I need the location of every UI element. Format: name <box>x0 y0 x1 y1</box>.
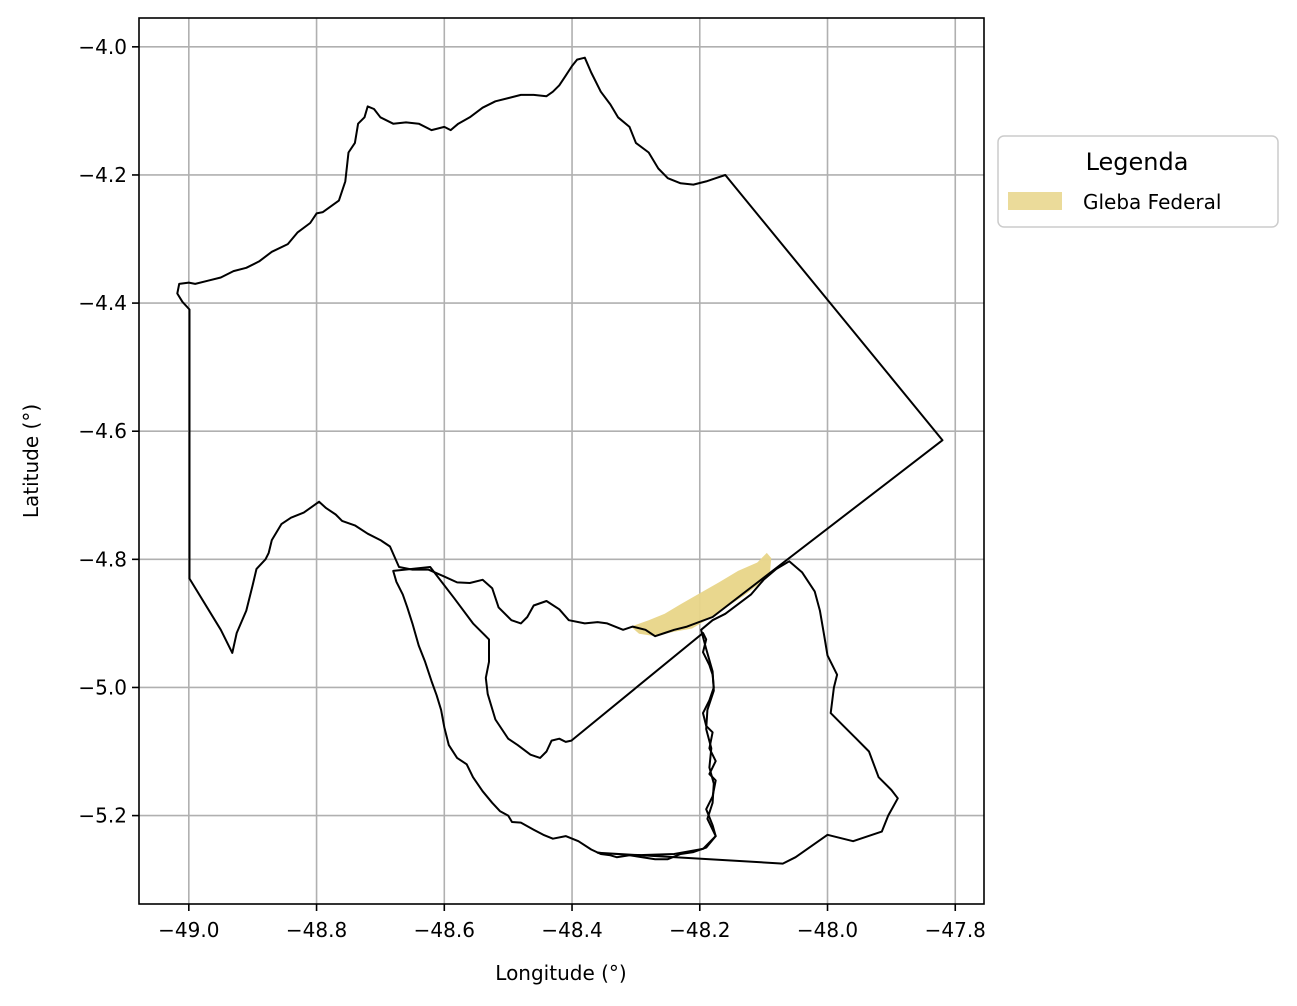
x-axis-ticks: −49.0 −48.8 −48.6 −48.4 −48.2 −48.0 −47.8 <box>158 904 986 942</box>
x-tick-label: −48.6 <box>414 918 475 942</box>
municipality-boundaries <box>176 56 944 865</box>
plot-frame <box>138 17 985 905</box>
y-tick-label: −4.8 <box>78 547 127 571</box>
x-tick-label: −47.8 <box>925 918 986 942</box>
gleba-federal-layer <box>630 552 772 637</box>
x-tick-label: −48.8 <box>286 918 347 942</box>
y-tick-label: −5.0 <box>78 675 127 699</box>
x-tick-label: −48.2 <box>669 918 730 942</box>
legend-box <box>997 135 1279 228</box>
y-axis-ticks: −4.0 −4.2 −4.4 −4.6 −4.8 −5.0 −5.2 <box>78 35 139 828</box>
x-tick-label: −49.0 <box>158 918 219 942</box>
y-tick-label: −4.0 <box>78 35 127 59</box>
boundary-municipality-west-lobe <box>392 566 717 861</box>
legend-swatch-gleba-federal <box>1008 192 1062 210</box>
x-tick-label: −48.0 <box>797 918 858 942</box>
legend-title: Legenda <box>1086 148 1189 176</box>
y-tick-label: −4.6 <box>78 419 127 443</box>
boundary-municipality-south <box>596 560 899 865</box>
legend-label-gleba-federal: Gleba Federal <box>1083 190 1221 214</box>
grid-lines <box>139 18 984 904</box>
boundary-municipality-north <box>176 56 944 654</box>
y-axis-label: Latitude (°) <box>19 404 43 518</box>
legend: Legenda Gleba Federal <box>997 135 1279 228</box>
y-tick-label: −5.2 <box>78 804 127 828</box>
x-tick-label: −48.4 <box>541 918 602 942</box>
x-axis-label: Longitude (°) <box>495 961 626 985</box>
y-tick-label: −4.4 <box>78 291 127 315</box>
gleba-federal-area <box>630 552 772 637</box>
y-tick-label: −4.2 <box>78 163 127 187</box>
